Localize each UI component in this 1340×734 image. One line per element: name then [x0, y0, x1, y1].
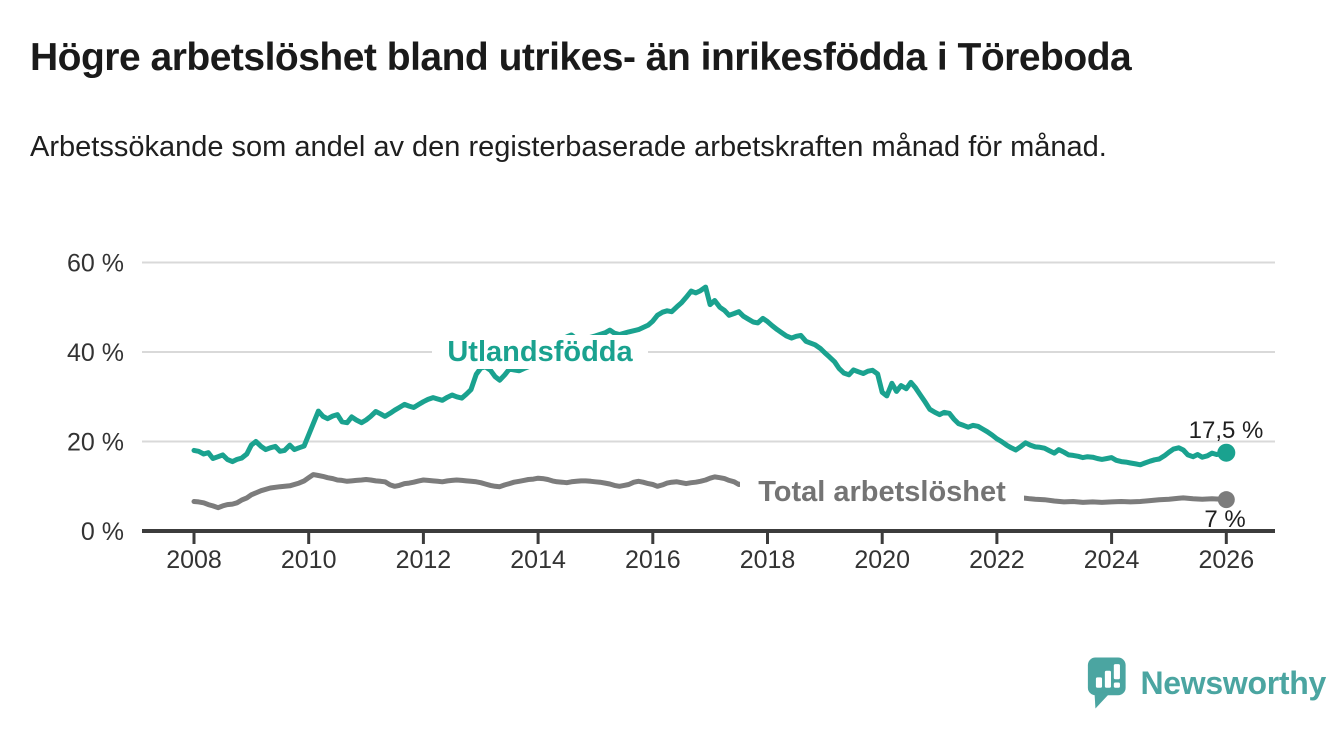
series-end-value-label: 17,5 %: [1189, 417, 1264, 444]
newsworthy-wordmark: Newsworthy: [1140, 664, 1327, 701]
x-axis-tick-label: 2008: [166, 546, 222, 574]
y-axis-tick-label: 0 %: [81, 518, 124, 546]
x-axis-tick-label: 2024: [1084, 546, 1140, 574]
series-end-dot-utlandsfodda: [1217, 443, 1236, 462]
y-axis-tick-label: 60 %: [67, 250, 124, 278]
x-axis-tick-label: 2020: [854, 546, 910, 574]
x-axis-tick-label: 2016: [625, 546, 681, 574]
series-end-value-label: 7 %: [1204, 506, 1245, 533]
series-end-dot-total: [1217, 491, 1235, 509]
series-label-utlandsfodda: Utlandsfödda: [447, 336, 633, 368]
newsworthy-speech-bubble-chart-icon: [1087, 657, 1126, 709]
x-axis-tick-label: 2026: [1198, 546, 1254, 574]
series-label-total: Total arbetslöshet: [758, 476, 1006, 508]
series-label-halo: [432, 335, 648, 369]
page-subtitle: Arbetssökande som andel av den registerb…: [30, 131, 1107, 163]
series-label-halo: [740, 475, 1024, 509]
series-line-total: [191, 472, 1229, 511]
x-axis-tick-label: 2018: [740, 546, 796, 574]
series-line-utlandsfodda: [191, 284, 1229, 468]
x-axis-tick-label: 2012: [396, 546, 452, 574]
x-axis-tick-label: 2022: [969, 546, 1025, 574]
x-axis-tick-label: 2014: [510, 546, 566, 574]
x-axis-tick-label: 2010: [281, 546, 337, 574]
y-axis-tick-label: 40 %: [67, 339, 124, 367]
y-axis-tick-label: 20 %: [67, 429, 124, 457]
page-title: Högre arbetslöshet bland utrikes- än inr…: [30, 36, 1132, 79]
newsworthy-logo: Newsworthy: [1086, 653, 1326, 713]
